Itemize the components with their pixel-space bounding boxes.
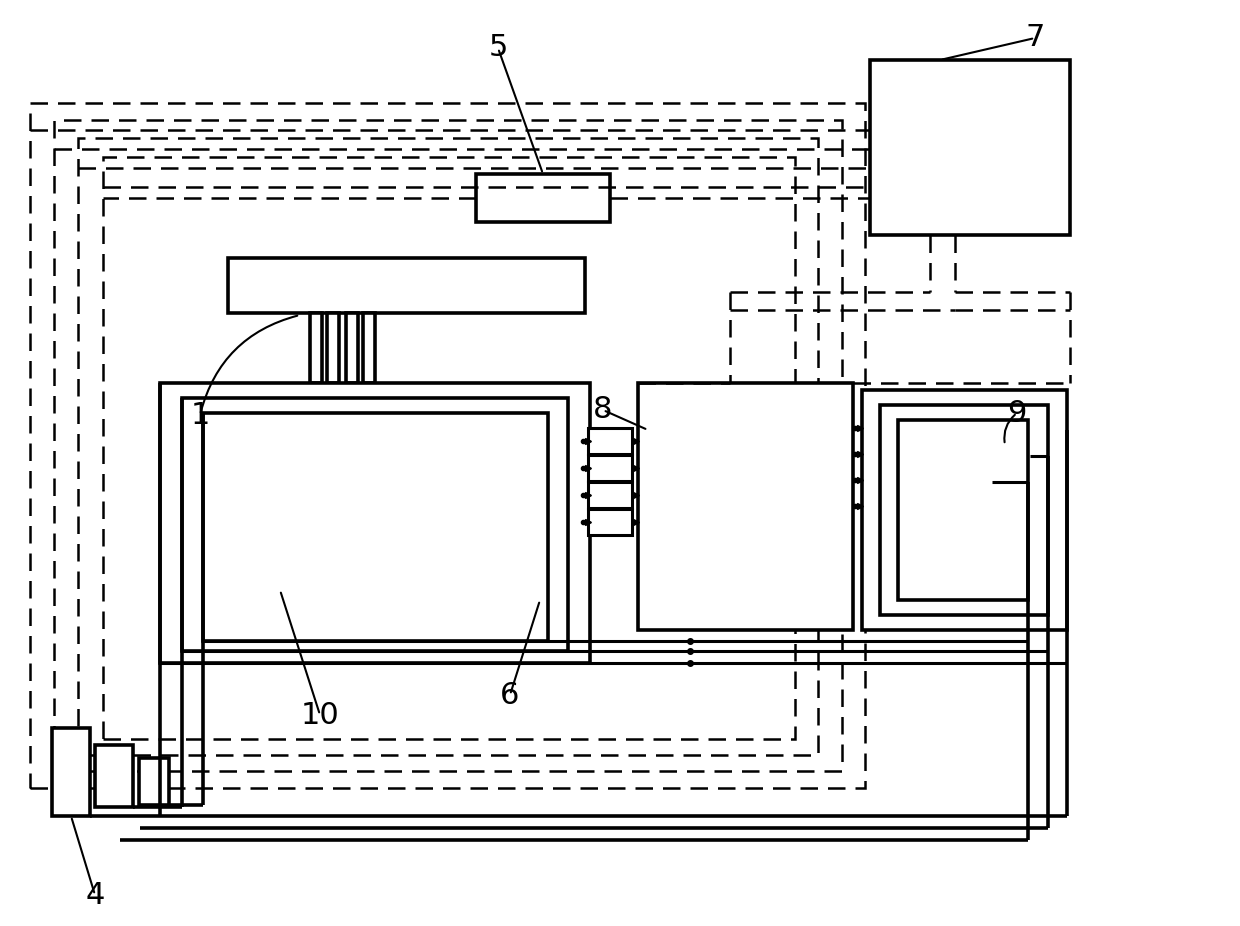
Bar [327, 313, 339, 383]
Text: 4: 4 [86, 881, 104, 909]
Text: 6: 6 [500, 681, 520, 709]
Bar [52, 728, 91, 816]
Text: 5: 5 [489, 33, 507, 62]
Bar [880, 405, 1048, 615]
Text: 1: 1 [190, 401, 210, 430]
Bar [139, 758, 169, 805]
Bar [862, 390, 1066, 630]
Bar [588, 482, 632, 508]
Bar [182, 398, 568, 651]
Bar [588, 455, 632, 481]
Bar [363, 313, 374, 383]
Bar [346, 313, 358, 383]
Bar [870, 60, 1070, 235]
Bar [78, 138, 818, 755]
Bar [55, 120, 842, 771]
Bar [476, 174, 610, 222]
Bar [228, 258, 585, 313]
Bar [103, 157, 795, 739]
Bar [310, 313, 322, 383]
Text: 10: 10 [300, 700, 340, 730]
Bar [898, 420, 1028, 600]
Bar [588, 509, 632, 535]
Bar [203, 413, 548, 641]
Text: 9: 9 [1007, 398, 1027, 428]
Bar [160, 383, 590, 663]
Text: 7: 7 [1025, 23, 1044, 53]
Bar [639, 383, 853, 630]
Text: 8: 8 [593, 395, 613, 424]
Bar [95, 745, 133, 807]
Bar [588, 428, 632, 454]
Bar [30, 103, 866, 788]
